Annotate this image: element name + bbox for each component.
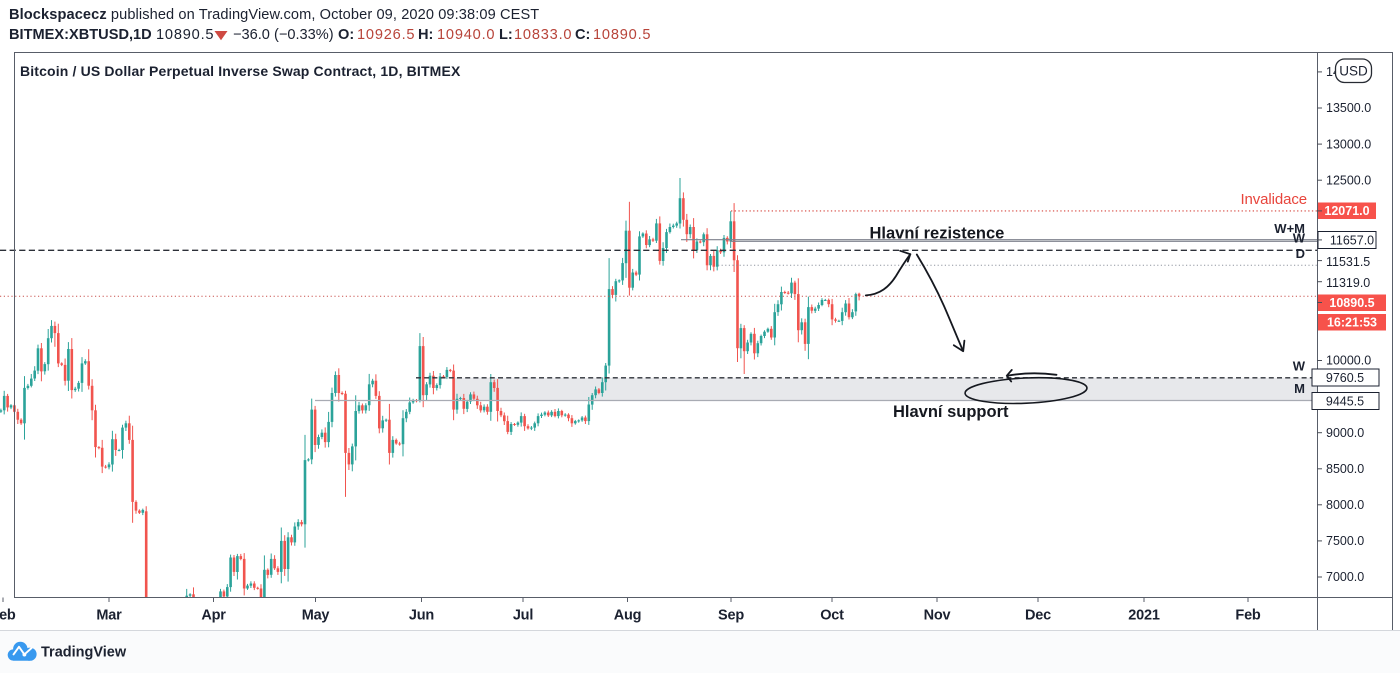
svg-text:1D: 1D	[133, 27, 152, 43]
svg-text:May: May	[302, 608, 330, 624]
svg-text:10940.0: 10940.0	[437, 27, 495, 43]
svg-text:H:: H:	[418, 27, 433, 43]
svg-text:12500.0: 12500.0	[1326, 173, 1371, 187]
svg-text:W: W	[1293, 359, 1306, 374]
svg-text:7500.0: 7500.0	[1326, 534, 1364, 548]
svg-text:11531.5: 11531.5	[1326, 255, 1370, 269]
svg-text:10000.0: 10000.0	[1326, 354, 1371, 368]
svg-text:−36.0 (−0.33%): −36.0 (−0.33%)	[233, 27, 334, 43]
svg-text:Jun: Jun	[409, 608, 434, 624]
svg-text:Feb: Feb	[1235, 608, 1261, 624]
svg-text:Sep: Sep	[718, 608, 744, 624]
svg-text:Hlavní rezistence: Hlavní rezistence	[870, 225, 1005, 243]
svg-text:Invalidace: Invalidace	[1240, 191, 1307, 208]
svg-text:11319.0: 11319.0	[1326, 276, 1370, 290]
svg-text:8500.0: 8500.0	[1326, 462, 1364, 476]
svg-text:10890.5: 10890.5	[1329, 296, 1374, 310]
svg-text:13500.0: 13500.0	[1326, 101, 1371, 115]
svg-text:11657.0: 11657.0	[1330, 233, 1374, 247]
svg-text:Bitcoin / US Dollar Perpetual: Bitcoin / US Dollar Perpetual Inverse Sw…	[20, 63, 461, 79]
svg-text:13000.0: 13000.0	[1326, 137, 1371, 151]
svg-text:Apr: Apr	[201, 608, 226, 624]
svg-text:Mar: Mar	[96, 608, 122, 624]
svg-text:8000.0: 8000.0	[1326, 498, 1364, 512]
svg-text:W: W	[1293, 231, 1306, 246]
svg-text:9445.5: 9445.5	[1326, 395, 1364, 409]
svg-text:10890.5: 10890.5	[156, 27, 214, 43]
svg-text:C:: C:	[575, 27, 590, 43]
svg-text:12071.0: 12071.0	[1324, 204, 1369, 218]
svg-text:Nov: Nov	[924, 608, 951, 624]
svg-text:9760.5: 9760.5	[1326, 371, 1364, 385]
svg-text:M: M	[1294, 381, 1305, 396]
svg-text:USD: USD	[1339, 64, 1368, 79]
svg-text:BITMEX:XBTUSD,: BITMEX:XBTUSD,	[9, 27, 133, 43]
svg-text:7000.0: 7000.0	[1326, 570, 1364, 584]
svg-text:Dec: Dec	[1025, 608, 1051, 624]
svg-text:2021: 2021	[1128, 608, 1160, 624]
svg-text:10926.5: 10926.5	[357, 27, 415, 43]
svg-text:L:: L:	[499, 27, 513, 43]
svg-text:Aug: Aug	[614, 608, 642, 624]
svg-text:16:21:53: 16:21:53	[1327, 316, 1377, 330]
svg-text:O:: O:	[338, 27, 354, 43]
svg-text:9000.0: 9000.0	[1326, 426, 1364, 440]
svg-text:Blockspacecz published on Trad: Blockspacecz published on TradingView.co…	[9, 7, 539, 23]
svg-text:Oct: Oct	[820, 608, 844, 624]
svg-text:D: D	[1296, 246, 1305, 261]
svg-text:10890.5: 10890.5	[593, 27, 651, 43]
svg-text:Jul: Jul	[513, 608, 533, 624]
svg-text:Feb: Feb	[0, 608, 16, 624]
svg-text:TradingView: TradingView	[41, 645, 127, 661]
svg-text:W+M: W+M	[1274, 221, 1305, 236]
svg-text:Hlavní support: Hlavní support	[893, 403, 1009, 421]
svg-text:10833.0: 10833.0	[514, 27, 572, 43]
